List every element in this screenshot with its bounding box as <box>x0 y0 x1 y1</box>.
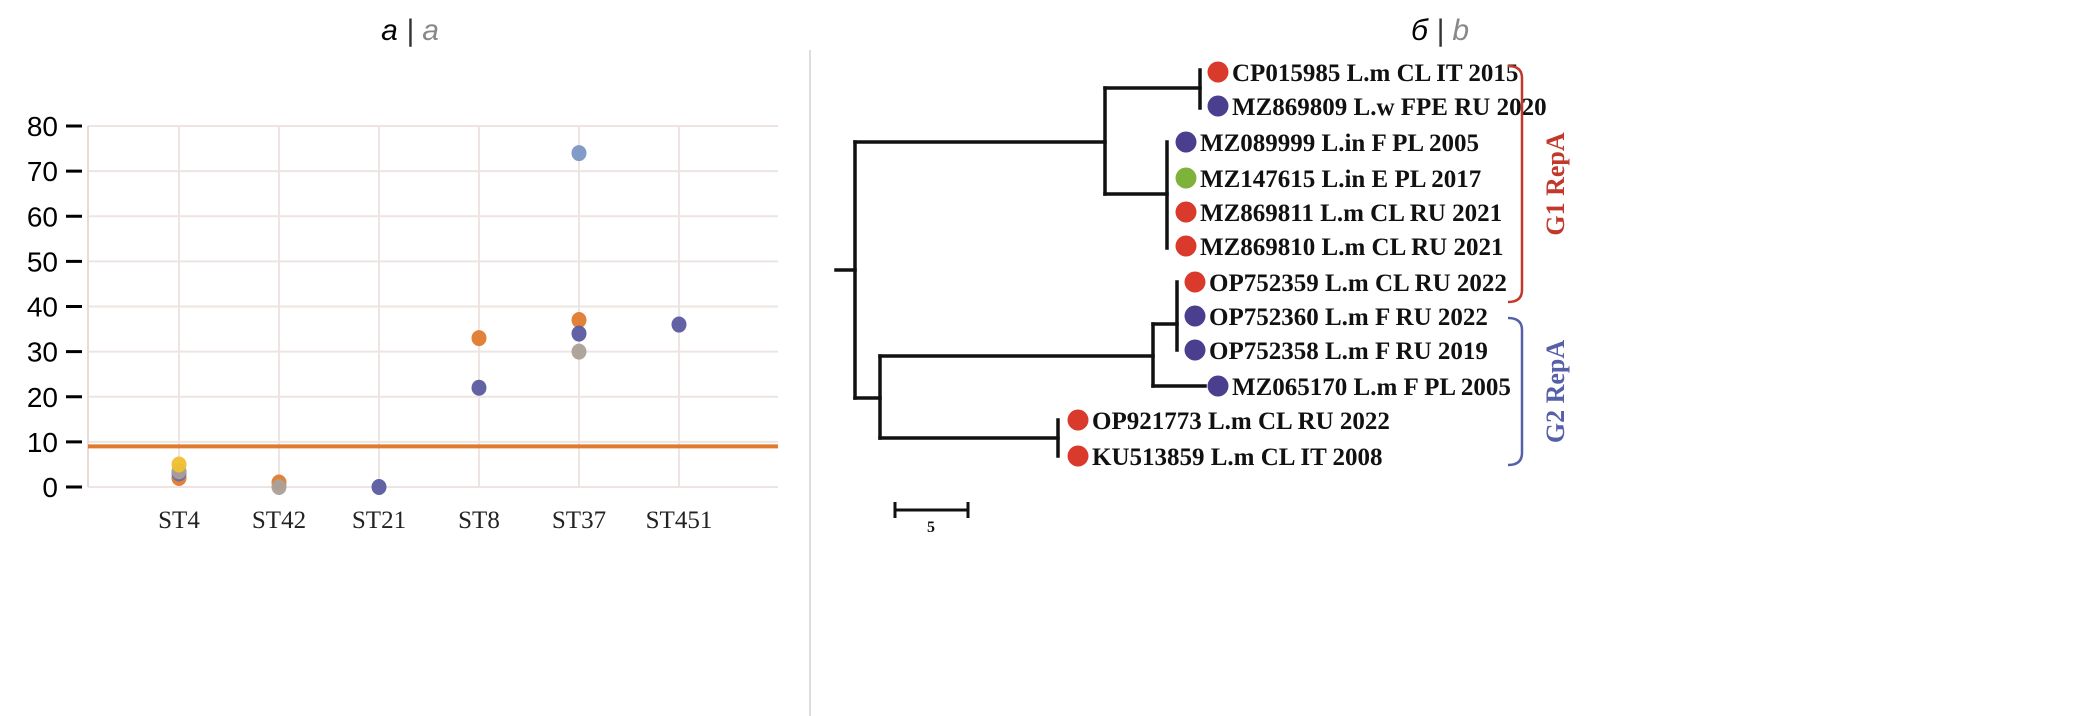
leaf-label: MZ869810 L.m CL RU 2021 <box>1200 234 1503 261</box>
leaf-marker <box>1207 95 1229 117</box>
leaf-marker <box>1175 167 1197 189</box>
panel-a-title: а | a <box>381 14 439 47</box>
x-tick-label: ST42 <box>252 507 306 534</box>
data-point <box>271 479 287 495</box>
clade-bracket <box>1507 64 1524 304</box>
x-tick-label: ST451 <box>646 507 713 534</box>
scale-bar-label: 5 <box>927 519 935 536</box>
data-point <box>471 330 487 347</box>
leaf-label: CP015985 L.m CL IT 2015 <box>1232 60 1518 87</box>
y-tick-label: 0 <box>42 472 58 503</box>
x-tick-label: ST21 <box>352 507 406 534</box>
clade-label: G1 RepA <box>1541 132 1570 236</box>
leaf-label: OP752359 L.m CL RU 2022 <box>1209 270 1507 297</box>
leaf-marker <box>1175 235 1197 257</box>
leaf-label: OP921773 L.m CL RU 2022 <box>1092 408 1390 435</box>
leaf-marker <box>1067 445 1089 467</box>
clade-bracket <box>1507 316 1524 467</box>
x-tick-label: ST37 <box>552 507 606 534</box>
x-tick-label: ST4 <box>158 507 200 534</box>
leaf-label: OP752358 L.m F RU 2019 <box>1209 338 1488 365</box>
leaf-marker <box>1184 271 1206 293</box>
leaf-label: MZ147615 L.in E PL 2017 <box>1200 166 1481 193</box>
data-point <box>571 145 587 162</box>
data-point <box>371 479 387 495</box>
y-tick-label: 20 <box>27 382 58 413</box>
data-point <box>171 456 187 473</box>
data-point <box>671 316 687 333</box>
y-tick-label: 40 <box>27 292 58 323</box>
y-tick-label: 60 <box>27 201 58 232</box>
leaf-marker <box>1207 375 1229 397</box>
leaf-marker <box>1184 305 1206 327</box>
panel-b-title: б | b <box>1411 14 1469 47</box>
y-tick-label: 50 <box>27 246 58 277</box>
leaf-marker <box>1207 61 1229 83</box>
clade-label: G2 RepA <box>1541 340 1570 444</box>
leaf-label: OP752360 L.m F RU 2022 <box>1209 304 1488 331</box>
data-point <box>571 312 587 329</box>
data-point <box>471 379 487 396</box>
leaf-marker <box>1067 409 1089 431</box>
y-tick-label: 80 <box>27 111 58 142</box>
leaf-label: MZ869811 L.m CL RU 2021 <box>1200 200 1502 227</box>
y-tick-label: 10 <box>27 427 58 458</box>
scatter-chart: 0 10 20 30 40 50 60 70 80 ST4 ST42 ST21 ST8 ST37 ST451 <box>27 111 778 534</box>
leaf-label: MZ869809 L.w FPE RU 2020 <box>1232 94 1547 121</box>
leaf-marker <box>1175 201 1197 223</box>
leaf-label: KU513859 L.m CL IT 2008 <box>1092 444 1383 471</box>
y-tick-label: 30 <box>27 337 58 368</box>
leaf-marker <box>1184 339 1206 361</box>
phylogenetic-tree: CP015985 L.m CL IT 2015 MZ869809 L.w FPE … <box>834 60 1570 536</box>
leaf-marker <box>1175 131 1197 153</box>
data-point <box>571 325 587 342</box>
data-point <box>571 343 587 360</box>
x-tick-label: ST8 <box>458 507 500 534</box>
leaf-label: MZ089999 L.in F PL 2005 <box>1200 130 1479 157</box>
y-tick-label: 70 <box>27 156 58 187</box>
leaf-label: MZ065170 L.m F PL 2005 <box>1232 374 1511 401</box>
